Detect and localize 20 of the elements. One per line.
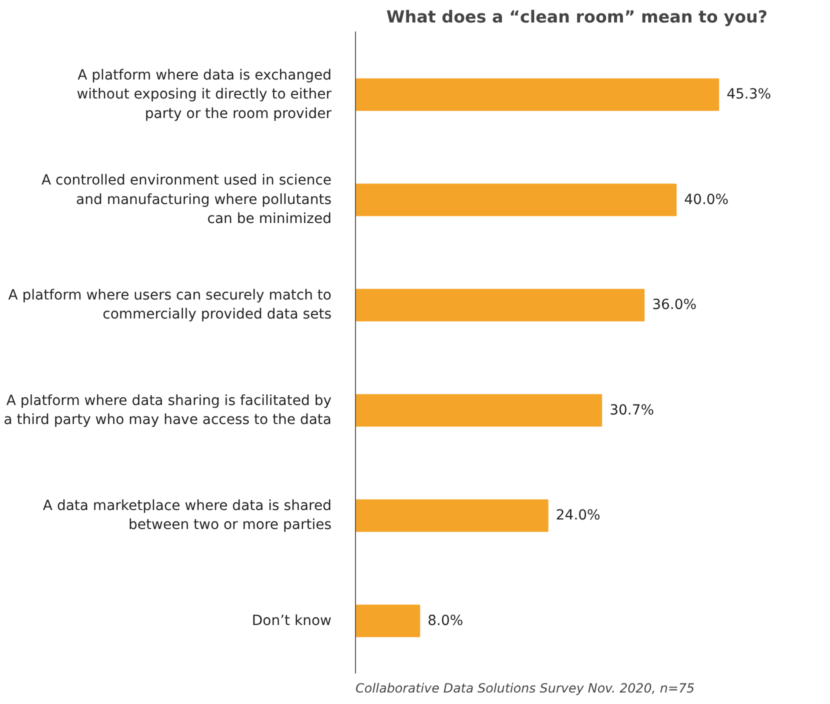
data-label: 45.3%: [726, 86, 772, 103]
bar: [356, 184, 677, 216]
data-label: 30.7%: [610, 402, 654, 418]
data-label: 40.0%: [684, 192, 729, 208]
y-tick-label: A platform where users can securely match to commercially provided data sets: [8, 288, 332, 323]
data-label: 24.0%: [556, 508, 600, 524]
bar: [356, 604, 420, 638]
data-label: 36.0%: [652, 297, 697, 314]
bar: [356, 78, 720, 111]
bar: [356, 394, 602, 427]
data-label: 8.0%: [428, 612, 464, 629]
y-tick-label: Don’t know: [252, 612, 332, 629]
y-tick-label: A controlled environment used in science and manufacturing where pollutants can be minimized: [41, 172, 332, 228]
bar: [356, 288, 645, 322]
y-tick-label: A platform where data is exchanged without exposing it directly to either party or the room provider: [76, 67, 332, 122]
y-tick-label: A data marketplace where data is shared between two or more parties: [42, 498, 332, 534]
chart-title: What does a “clean room” mean to you?: [386, 8, 768, 26]
y-tick-label: A platform where data sharing is facilitated by a third party who may have access to the data: [4, 392, 332, 428]
bar: [356, 499, 548, 532]
text: Collaborative Data Solutions Survey Nov. 2020, n=75: [356, 680, 695, 696]
